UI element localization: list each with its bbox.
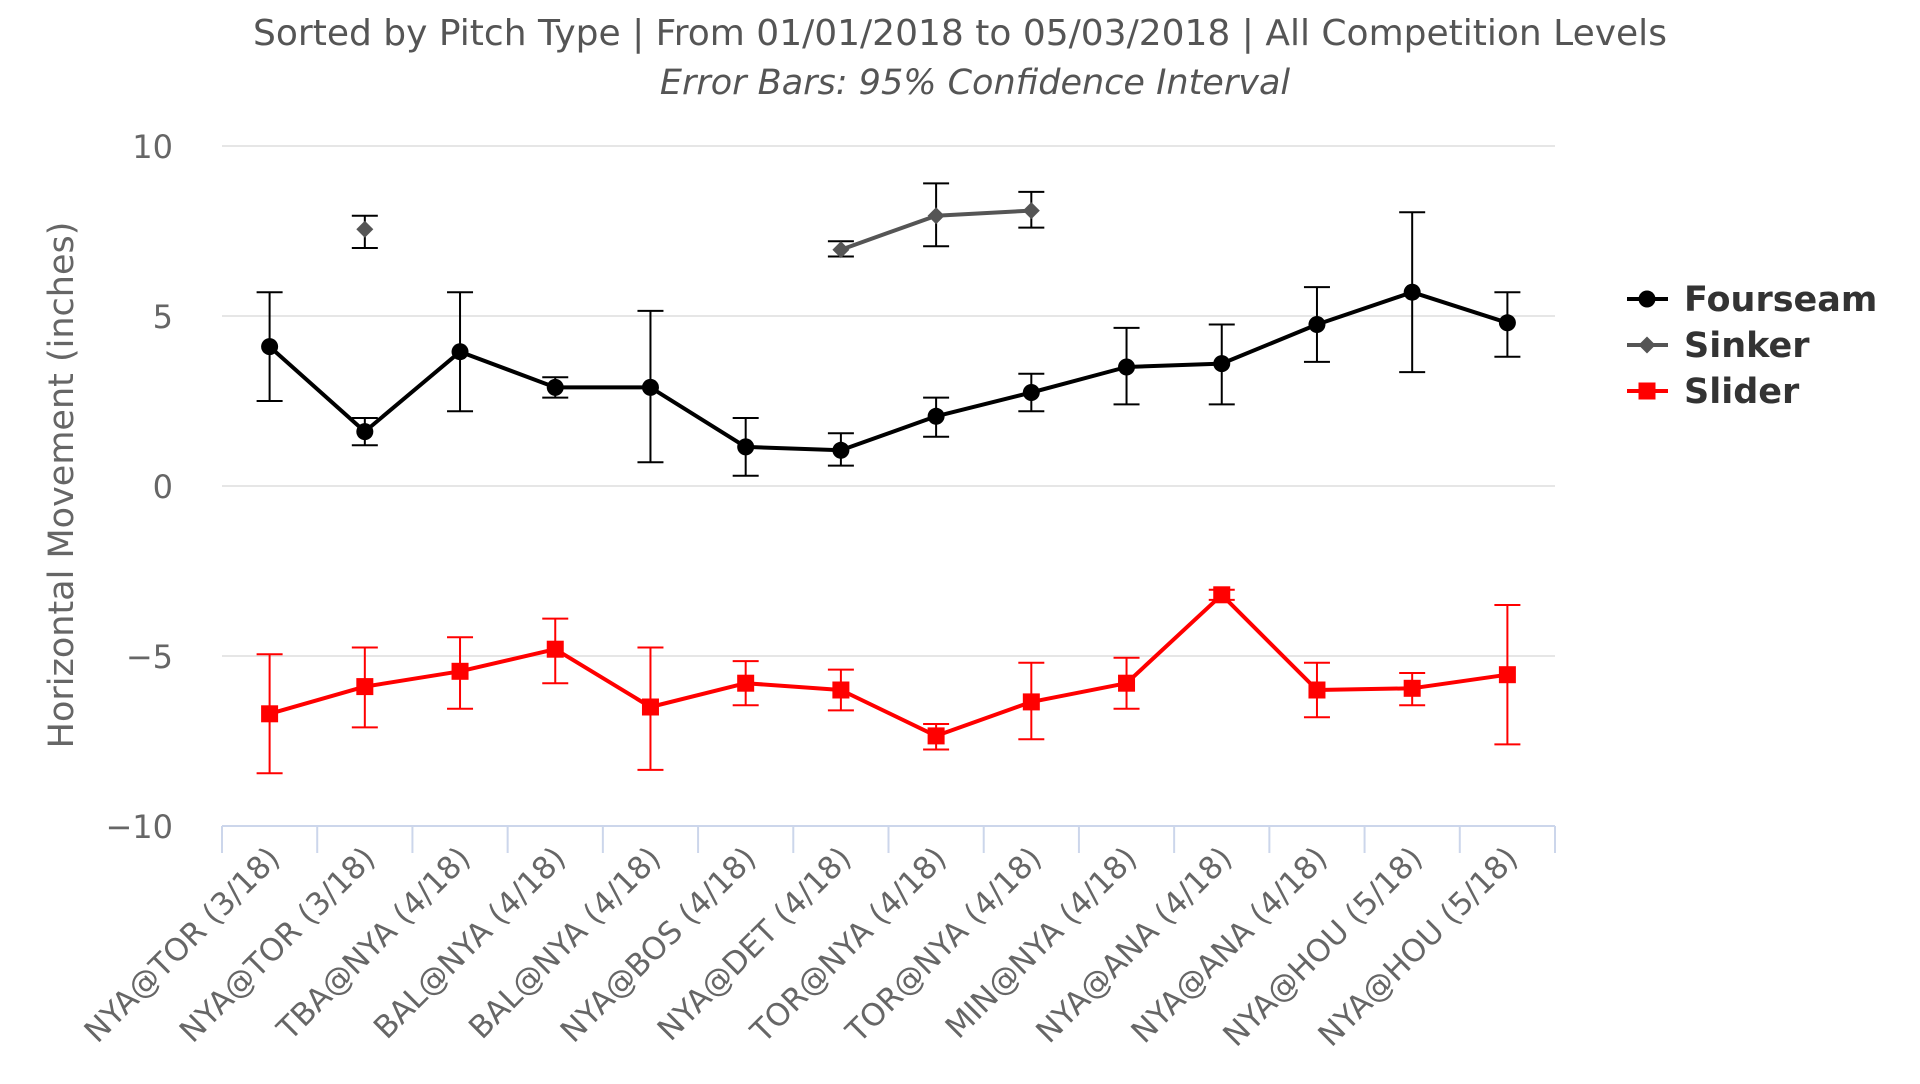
legend-marker-sinker	[1638, 336, 1656, 354]
x-axis-tick-labels: NYA@TOR (3/18)NYA@TOR (3/18)TBA@NYA (4/1…	[78, 840, 1525, 1054]
sinker-point	[832, 241, 850, 259]
fourseam-point	[451, 343, 469, 361]
y-tick-label: −5	[126, 638, 173, 676]
series-slider	[256, 586, 1521, 775]
slider-point	[641, 698, 659, 716]
fourseam-point	[1118, 358, 1136, 376]
legend-marker-slider	[1638, 382, 1656, 400]
x-axis	[221, 825, 1556, 853]
gridlines	[222, 145, 1555, 657]
slider-point	[1213, 586, 1231, 604]
chart-subtitle: Error Bars: 95% Confidence Interval	[660, 63, 1291, 103]
series-sinker	[351, 182, 1045, 259]
y-tick-label: 5	[153, 298, 173, 336]
fourseam-point	[641, 378, 659, 396]
fourseam-point	[1403, 283, 1421, 301]
sinker-point	[927, 207, 945, 225]
fourseam-point	[737, 438, 755, 456]
slider-point	[832, 681, 850, 699]
fourseam-point	[927, 407, 945, 425]
slider-point	[1403, 679, 1421, 697]
slider-point	[927, 727, 945, 745]
slider-line	[269, 592, 1508, 738]
slider-point	[451, 662, 469, 680]
fourseam-point	[1022, 384, 1040, 401]
slider-point	[1308, 681, 1326, 699]
fourseam-point	[546, 378, 564, 396]
legend-label-sinker: Sinker	[1684, 326, 1810, 366]
series-fourseam	[256, 211, 1521, 477]
legend-marker-fourseam	[1638, 290, 1656, 308]
fourseam-point	[832, 441, 850, 459]
fourseam-point	[356, 423, 374, 441]
y-axis-label: Horizontal Movement (inches)	[42, 222, 82, 749]
legend-item-slider[interactable]: Slider	[1627, 372, 1800, 412]
slider-point	[1498, 666, 1516, 684]
slider-point	[1022, 693, 1040, 711]
fourseam-point	[1498, 314, 1516, 332]
sinker-point	[1022, 202, 1040, 220]
legend-item-sinker[interactable]: Sinker	[1627, 326, 1810, 366]
y-axis-ticks: 10 5 0 −5 −10	[105, 128, 173, 846]
slider-point	[737, 674, 755, 692]
y-tick-label: 0	[153, 468, 173, 506]
slider-point	[261, 705, 279, 723]
legend-label-slider: Slider	[1684, 372, 1800, 412]
y-tick-label: −10	[105, 808, 173, 846]
fourseam-point	[1308, 316, 1326, 333]
slider-point	[356, 678, 374, 696]
fourseam-point	[261, 338, 279, 356]
chart-title: Sorted by Pitch Type | From 01/01/2018 t…	[253, 13, 1667, 54]
sinker-point	[356, 220, 374, 238]
legend-item-fourseam[interactable]: Fourseam	[1627, 280, 1877, 320]
fourseam-point	[1213, 355, 1231, 373]
plot-area	[256, 182, 1521, 775]
legend[interactable]: Fourseam Sinker Slider	[1627, 280, 1877, 412]
legend-label-fourseam: Fourseam	[1684, 280, 1877, 320]
slider-point	[546, 640, 564, 658]
slider-point	[1118, 674, 1136, 692]
y-tick-label: 10	[132, 128, 173, 166]
fourseam-line	[268, 290, 1509, 453]
